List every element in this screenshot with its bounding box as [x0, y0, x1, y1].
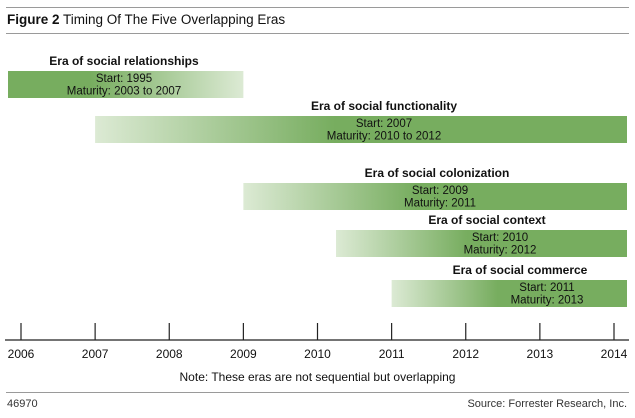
era-title-era-of-social-functionality: Era of social functionality [311, 99, 457, 113]
era-maturity-label-era-of-social-commerce: Maturity: 2013 [511, 295, 584, 307]
era-maturity-label-era-of-social-context: Maturity: 2012 [464, 245, 537, 257]
chart-note: Note: These eras are not sequential but … [179, 370, 456, 384]
era-maturity-label-era-of-social-functionality: Maturity: 2010 to 2012 [327, 131, 441, 143]
era-title-era-of-social-relationships: Era of social relationships [49, 54, 199, 68]
x-tick-label-2008: 2008 [156, 347, 183, 361]
era-title-era-of-social-colonization: Era of social colonization [365, 166, 510, 180]
era-bar-era-of-social-context [336, 230, 627, 257]
era-maturity-label-era-of-social-colonization: Maturity: 2011 [404, 198, 476, 210]
title-rule [6, 33, 629, 34]
x-tick-label-2009: 2009 [230, 347, 257, 361]
era-start-label-era-of-social-commerce: Start: 2011 [519, 282, 574, 294]
figure-title: Figure 2 Timing Of The Five Overlapping … [7, 12, 285, 27]
era-title-era-of-social-commerce: Era of social commerce [453, 263, 588, 277]
bottom-rule [6, 392, 629, 393]
era-start-label-era-of-social-context: Start: 2010 [472, 232, 528, 244]
era-title-era-of-social-context: Era of social context [428, 213, 545, 227]
era-start-label-era-of-social-colonization: Start: 2009 [412, 185, 468, 197]
x-tick-label-2006: 2006 [8, 347, 35, 361]
x-tick-label-2010: 2010 [304, 347, 331, 361]
source-credit: Source: Forrester Research, Inc. [467, 398, 627, 410]
era-start-label-era-of-social-functionality: Start: 2007 [356, 118, 412, 130]
x-tick-label-2014: 2014 [601, 347, 628, 361]
x-tick-label-2007: 2007 [82, 347, 109, 361]
figure-id: 46970 [7, 398, 38, 410]
era-bar-era-of-social-relationships [8, 71, 244, 98]
figure-title-text: Timing Of The Five Overlapping Eras [63, 12, 286, 27]
era-bar-era-of-social-commerce [391, 280, 627, 307]
era-bar-era-of-social-functionality [95, 116, 627, 143]
top-rule [6, 7, 629, 8]
x-tick-label-2013: 2013 [527, 347, 554, 361]
era-start-label-era-of-social-relationships: Start: 1995 [96, 73, 152, 85]
era-bar-era-of-social-colonization [243, 183, 627, 210]
figure-label: Figure 2 [7, 12, 60, 27]
era-maturity-label-era-of-social-relationships: Maturity: 2003 to 2007 [67, 86, 181, 98]
x-tick-label-2011: 2011 [379, 347, 405, 361]
x-tick-label-2012: 2012 [452, 347, 479, 361]
